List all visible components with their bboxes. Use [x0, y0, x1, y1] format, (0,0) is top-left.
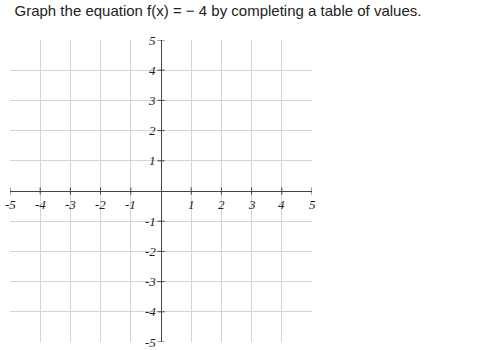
svg-text:-4: -4: [35, 197, 46, 212]
svg-text:2: 2: [149, 123, 156, 138]
svg-text:Graph the equation f(x) = − 4: Graph the equation f(x) = − 4 by complet…: [15, 2, 422, 19]
svg-text:4: 4: [149, 63, 156, 78]
svg-text:-1: -1: [125, 197, 136, 212]
svg-text:3: 3: [148, 93, 156, 108]
svg-text:2: 2: [218, 197, 225, 212]
svg-text:1: 1: [188, 197, 195, 212]
svg-text:4: 4: [278, 197, 285, 212]
svg-text:-5: -5: [5, 197, 16, 212]
svg-text:-3: -3: [145, 274, 156, 289]
svg-text:-2: -2: [145, 244, 156, 259]
svg-text:-1: -1: [145, 214, 156, 229]
svg-text:-3: -3: [65, 197, 76, 212]
svg-text:5: 5: [149, 33, 156, 48]
svg-text:1: 1: [149, 153, 156, 168]
svg-text:-5: -5: [145, 335, 156, 350]
svg-text:-4: -4: [145, 304, 156, 319]
svg-text:-2: -2: [95, 197, 106, 212]
svg-text:5: 5: [309, 197, 316, 212]
svg-text:3: 3: [248, 197, 256, 212]
